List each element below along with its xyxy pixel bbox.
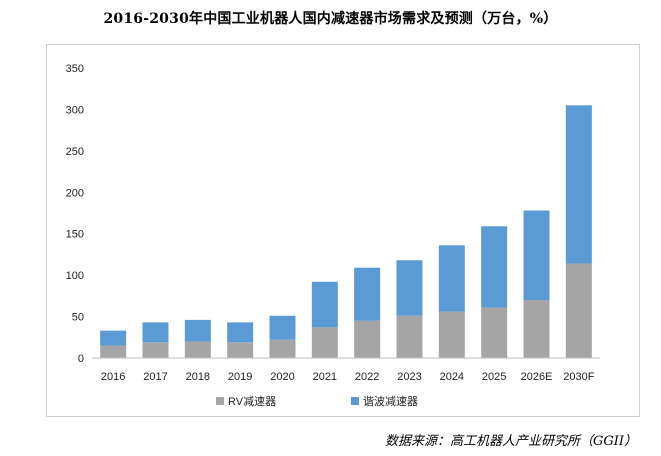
legend-label-harmonic: 谐波减速器 — [363, 394, 418, 408]
x-tick-label: 2024 — [440, 371, 464, 383]
bar-rv-2022 — [354, 320, 381, 358]
source-note: 数据来源：高工机器人产业研究所（GGII） — [384, 434, 637, 449]
bar-rv-2017 — [142, 342, 169, 358]
bar-rv-2025 — [481, 307, 508, 358]
bar-rv-2023 — [396, 315, 423, 358]
x-tick-label: 2016 — [101, 371, 125, 383]
y-tick-label: 350 — [66, 63, 84, 75]
x-tick-label: 2020 — [270, 371, 294, 383]
y-tick-label: 300 — [66, 104, 84, 116]
bar-rv-2026E — [523, 300, 550, 358]
bar-rv-2016 — [100, 345, 127, 358]
bar-rv-2030F — [565, 263, 592, 358]
bar-harmonic-2025 — [481, 226, 508, 308]
x-axis-ticks: 2016 2017 2018 2019 2020 2021 2022 2023 2024 2025… — [101, 371, 595, 383]
legend-swatch-rv — [216, 397, 224, 405]
bar-rv-2021 — [311, 327, 338, 358]
bar-rv-2019 — [227, 342, 254, 358]
legend-swatch-harmonic — [351, 397, 359, 405]
y-tick-label: 100 — [66, 270, 84, 282]
bars — [100, 105, 592, 358]
bar-harmonic-2016 — [100, 330, 127, 346]
y-tick-label: 50 — [72, 312, 84, 324]
legend-label-rv: RV减速器 — [228, 395, 276, 408]
bar-harmonic-2019 — [227, 322, 254, 343]
bar-harmonic-2030F — [565, 105, 592, 264]
x-tick-label: 2021 — [313, 371, 337, 383]
x-tick-label: 2018 — [186, 371, 210, 383]
y-tick-label: 0 — [78, 353, 84, 365]
bar-harmonic-2021 — [311, 281, 338, 328]
bar-harmonic-2017 — [142, 322, 169, 343]
y-tick-label: 200 — [66, 187, 84, 199]
chart-title: 2016-2030年中国工业机器人国内减速器市场需求及预测（万台，%） — [103, 11, 558, 27]
bar-harmonic-2024 — [438, 245, 465, 312]
bar-rv-2024 — [438, 311, 465, 358]
x-tick-label: 2025 — [482, 371, 506, 383]
x-tick-label: 2026E — [521, 371, 553, 383]
x-tick-label: 2030F — [563, 371, 594, 383]
x-tick-label: 2022 — [355, 371, 379, 383]
x-tick-label: 2019 — [228, 371, 252, 383]
bar-harmonic-2018 — [184, 319, 211, 342]
bar-rv-2018 — [184, 341, 211, 358]
legend: RV减速器 谐波减速器 — [216, 394, 418, 408]
bar-rv-2020 — [269, 339, 296, 358]
y-axis-ticks: 0 50 100 150 200 250 300 350 — [66, 63, 84, 365]
x-tick-label: 2017 — [143, 371, 167, 383]
chart-frame — [46, 44, 640, 417]
bar-harmonic-2023 — [396, 260, 423, 316]
bar-harmonic-2020 — [269, 315, 296, 340]
y-tick-label: 150 — [66, 229, 84, 241]
bar-harmonic-2026E — [523, 210, 550, 300]
y-tick-label: 250 — [66, 146, 84, 158]
bar-harmonic-2022 — [354, 267, 381, 321]
x-tick-label: 2023 — [397, 371, 421, 383]
